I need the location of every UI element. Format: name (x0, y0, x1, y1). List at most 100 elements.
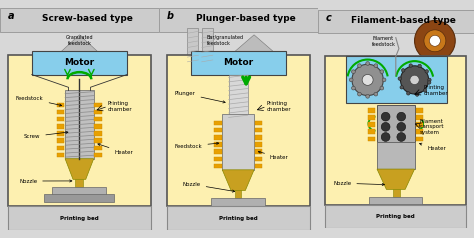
FancyBboxPatch shape (368, 129, 375, 134)
FancyBboxPatch shape (416, 122, 423, 127)
FancyBboxPatch shape (94, 153, 101, 157)
Circle shape (362, 74, 373, 85)
FancyBboxPatch shape (167, 206, 310, 230)
FancyBboxPatch shape (326, 56, 466, 205)
Circle shape (349, 78, 353, 82)
FancyBboxPatch shape (57, 145, 64, 150)
Text: Printing
chamber: Printing chamber (424, 85, 448, 96)
FancyBboxPatch shape (53, 187, 106, 195)
FancyBboxPatch shape (228, 74, 248, 119)
FancyBboxPatch shape (57, 131, 64, 136)
FancyBboxPatch shape (377, 143, 415, 169)
Text: Nozzle: Nozzle (333, 181, 384, 186)
FancyBboxPatch shape (167, 55, 310, 206)
Circle shape (380, 86, 384, 90)
Text: Heater: Heater (258, 151, 289, 160)
FancyBboxPatch shape (368, 115, 375, 120)
Text: Screw-based type: Screw-based type (42, 14, 133, 23)
FancyBboxPatch shape (326, 205, 466, 228)
Text: Bar/granulated
feedstock: Bar/granulated feedstock (207, 35, 244, 46)
FancyBboxPatch shape (255, 142, 262, 147)
Circle shape (429, 35, 440, 46)
FancyBboxPatch shape (203, 206, 273, 213)
FancyBboxPatch shape (255, 164, 262, 168)
FancyBboxPatch shape (235, 190, 241, 198)
FancyBboxPatch shape (211, 198, 265, 206)
FancyBboxPatch shape (94, 103, 101, 107)
FancyBboxPatch shape (255, 157, 262, 161)
Text: Printing
chamber: Printing chamber (108, 101, 133, 112)
FancyBboxPatch shape (346, 56, 447, 103)
Text: Heater: Heater (419, 143, 446, 151)
FancyBboxPatch shape (214, 164, 221, 168)
FancyBboxPatch shape (416, 129, 423, 134)
Circle shape (357, 92, 361, 96)
Circle shape (418, 64, 421, 68)
Text: Screw: Screw (24, 131, 68, 139)
FancyBboxPatch shape (191, 51, 286, 74)
FancyBboxPatch shape (32, 51, 127, 74)
Circle shape (401, 66, 428, 94)
Text: Filament
feedstock: Filament feedstock (373, 36, 396, 47)
FancyBboxPatch shape (416, 115, 423, 120)
Text: Filament
transport
system: Filament transport system (419, 119, 445, 135)
Circle shape (425, 70, 428, 73)
FancyBboxPatch shape (94, 138, 101, 143)
Circle shape (409, 64, 412, 67)
Circle shape (398, 77, 401, 80)
Circle shape (380, 70, 384, 74)
FancyBboxPatch shape (318, 10, 474, 33)
FancyBboxPatch shape (368, 122, 375, 127)
FancyBboxPatch shape (94, 124, 101, 129)
Polygon shape (65, 159, 94, 179)
FancyBboxPatch shape (75, 179, 83, 187)
Text: Nozzle: Nozzle (19, 178, 72, 183)
FancyBboxPatch shape (94, 110, 101, 114)
Circle shape (381, 133, 390, 141)
Circle shape (381, 122, 390, 131)
Polygon shape (230, 35, 278, 55)
Circle shape (366, 94, 370, 98)
Circle shape (428, 81, 431, 84)
FancyBboxPatch shape (214, 128, 221, 133)
Text: Granulated
feedstock: Granulated feedstock (65, 35, 93, 46)
FancyBboxPatch shape (94, 131, 101, 136)
FancyBboxPatch shape (416, 108, 423, 113)
Text: Nozzle: Nozzle (182, 182, 235, 192)
Circle shape (401, 69, 405, 72)
Text: Printing bed: Printing bed (219, 216, 257, 221)
Polygon shape (377, 169, 415, 189)
Text: b: b (167, 11, 174, 21)
Circle shape (423, 89, 427, 92)
FancyBboxPatch shape (57, 110, 64, 114)
Circle shape (352, 86, 356, 90)
Circle shape (424, 30, 446, 52)
FancyBboxPatch shape (255, 149, 262, 154)
FancyBboxPatch shape (368, 108, 375, 113)
FancyBboxPatch shape (214, 149, 221, 154)
FancyBboxPatch shape (94, 117, 101, 121)
FancyBboxPatch shape (369, 197, 422, 205)
FancyBboxPatch shape (214, 157, 221, 161)
FancyBboxPatch shape (255, 135, 262, 140)
FancyBboxPatch shape (416, 137, 423, 141)
Text: Heater: Heater (98, 144, 133, 155)
FancyBboxPatch shape (222, 114, 254, 170)
FancyBboxPatch shape (214, 121, 221, 125)
FancyBboxPatch shape (187, 29, 199, 63)
FancyBboxPatch shape (201, 29, 213, 63)
Text: Feedstock: Feedstock (174, 142, 219, 149)
Polygon shape (222, 170, 254, 190)
FancyBboxPatch shape (214, 135, 221, 140)
FancyBboxPatch shape (0, 8, 159, 32)
FancyBboxPatch shape (94, 145, 101, 150)
FancyBboxPatch shape (361, 204, 430, 211)
Circle shape (374, 92, 378, 96)
Circle shape (352, 64, 383, 95)
Circle shape (352, 70, 356, 74)
Circle shape (382, 78, 386, 82)
Circle shape (415, 93, 419, 96)
FancyBboxPatch shape (377, 105, 415, 143)
Circle shape (397, 112, 406, 121)
Text: Motor: Motor (64, 58, 94, 67)
